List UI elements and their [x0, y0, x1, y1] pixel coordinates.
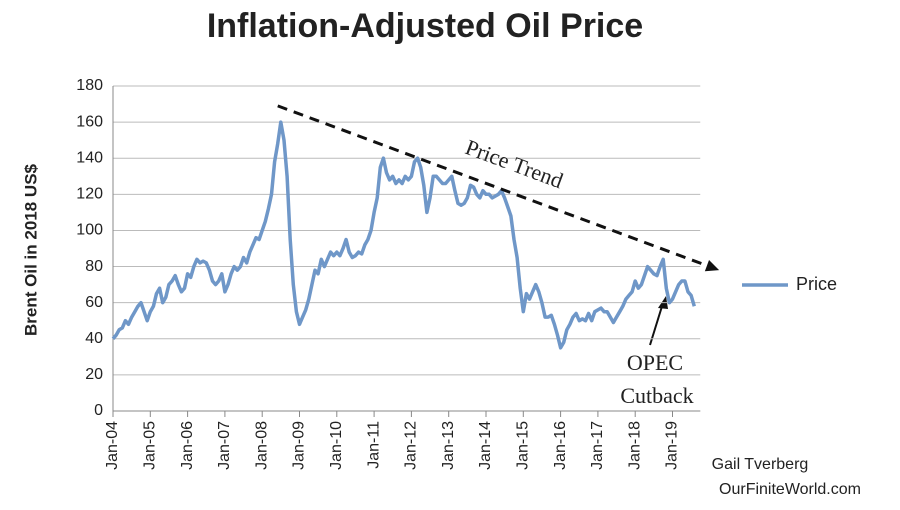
chart-title: Inflation-Adjusted Oil Price — [207, 7, 643, 45]
annotation: OPEC — [627, 350, 683, 375]
x-tick-label: Jan-19 — [664, 421, 681, 470]
y-tick-label: 140 — [76, 149, 103, 166]
annotation: Cutback — [620, 383, 693, 408]
trend-label: Price Trend — [462, 134, 566, 193]
x-tick-label: Jan-04 — [104, 421, 121, 470]
x-tick-label: Jan-18 — [626, 421, 643, 470]
y-tick-label: 40 — [85, 330, 103, 347]
source: OurFiniteWorld.com — [719, 481, 861, 498]
x-tick-label: Jan-14 — [477, 421, 494, 470]
x-tick-label: Jan-08 — [253, 421, 270, 470]
x-tick-label: Jan-10 — [328, 421, 345, 470]
y-tick-label: 80 — [85, 258, 103, 275]
legend-label: Price — [796, 274, 837, 294]
x-tick-label: Jan-12 — [403, 421, 420, 470]
annotation-arrow — [649, 302, 664, 346]
x-tick-label: Jan-17 — [589, 421, 606, 470]
x-tick-label: Jan-06 — [179, 421, 196, 470]
x-tick-label: Jan-11 — [365, 421, 382, 469]
y-tick-label: 160 — [76, 113, 103, 130]
trend-line — [277, 104, 712, 269]
x-tick-label: Jan-05 — [142, 421, 159, 470]
y-tick-label: 100 — [76, 222, 103, 239]
x-tick-label: Jan-07 — [216, 421, 233, 470]
x-tick-label: Jan-09 — [291, 421, 308, 470]
trend-arrow-head — [704, 260, 720, 272]
price-line — [111, 120, 696, 350]
y-axis-label: Brent Oil in 2018 US$ — [21, 163, 40, 335]
y-tick-label: 0 — [94, 402, 103, 419]
x-tick-label: Jan-13 — [440, 421, 457, 470]
y-tick-label: 120 — [76, 186, 103, 203]
x-tick-label: Jan-15 — [515, 421, 532, 470]
y-tick-label: 180 — [76, 77, 103, 94]
y-tick-label: 60 — [85, 294, 103, 311]
source: Gail Tverberg — [712, 456, 809, 473]
x-tick-label: Jan-16 — [552, 421, 569, 470]
y-tick-label: 20 — [85, 366, 103, 383]
